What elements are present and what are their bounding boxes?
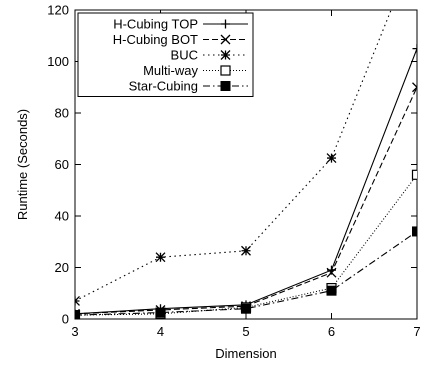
x-tick-label: 6 xyxy=(328,324,335,339)
x-tick-label: 7 xyxy=(413,324,420,339)
y-tick-label: 0 xyxy=(62,312,69,327)
y-axis-label: Runtime (Seconds) xyxy=(15,109,30,220)
legend-label-buc: BUC xyxy=(171,48,198,63)
series-line-multi-way xyxy=(75,174,417,316)
series-line-star-cubing xyxy=(75,230,417,316)
y-tick-label: 100 xyxy=(47,54,69,69)
legend-star-cubing-marker xyxy=(220,81,231,91)
series-star-cubing xyxy=(75,226,417,319)
series-buc xyxy=(75,10,392,306)
series-h-cubing-bot xyxy=(75,82,417,319)
y-axis-ticks: 0 20 40 60 80 100 120 xyxy=(47,3,417,327)
legend-label-h-cubing-top: H-Cubing TOP xyxy=(113,17,198,32)
y-tick-label: 60 xyxy=(55,157,69,172)
legend-multi-way-marker xyxy=(220,65,231,76)
legend-h-cubing-bot-marker xyxy=(220,34,231,45)
point-h-cubing-bot-marker xyxy=(326,267,337,278)
point-multi-way-marker xyxy=(411,169,417,180)
y-tick-label: 80 xyxy=(55,106,69,121)
y-tick-label: 120 xyxy=(47,3,69,18)
point-star-cubing-marker xyxy=(326,285,337,296)
point-buc-marker xyxy=(155,252,166,263)
series-layer xyxy=(75,10,417,319)
point-star-cubing-marker xyxy=(241,303,251,314)
x-tick-label: 3 xyxy=(71,324,78,339)
series-line-h-cubing-bot xyxy=(75,87,417,315)
point-buc-marker xyxy=(326,153,337,164)
y-tick-label: 40 xyxy=(55,209,69,224)
legend-buc-marker xyxy=(220,50,231,60)
legend-label-h-cubing-bot: H-Cubing BOT xyxy=(113,32,198,47)
x-axis-label: Dimension xyxy=(215,346,276,361)
legend-h-cubing-top-marker xyxy=(221,19,230,29)
x-tick-label: 5 xyxy=(242,324,249,339)
y-tick-label: 20 xyxy=(55,260,69,275)
point-star-cubing-marker xyxy=(75,310,80,319)
point-buc-marker xyxy=(241,245,251,256)
point-star-cubing-marker xyxy=(412,226,417,237)
point-star-cubing-marker xyxy=(155,307,166,318)
x-tick-label: 4 xyxy=(157,324,164,339)
point-h-cubing-bot-marker xyxy=(412,82,417,93)
point-buc-marker xyxy=(75,296,80,306)
legend-label-multi-way: Multi-way xyxy=(143,63,198,78)
point-h-cubing-top-marker xyxy=(412,44,417,54)
legend-label-star-cubing: Star-Cubing xyxy=(129,79,198,94)
